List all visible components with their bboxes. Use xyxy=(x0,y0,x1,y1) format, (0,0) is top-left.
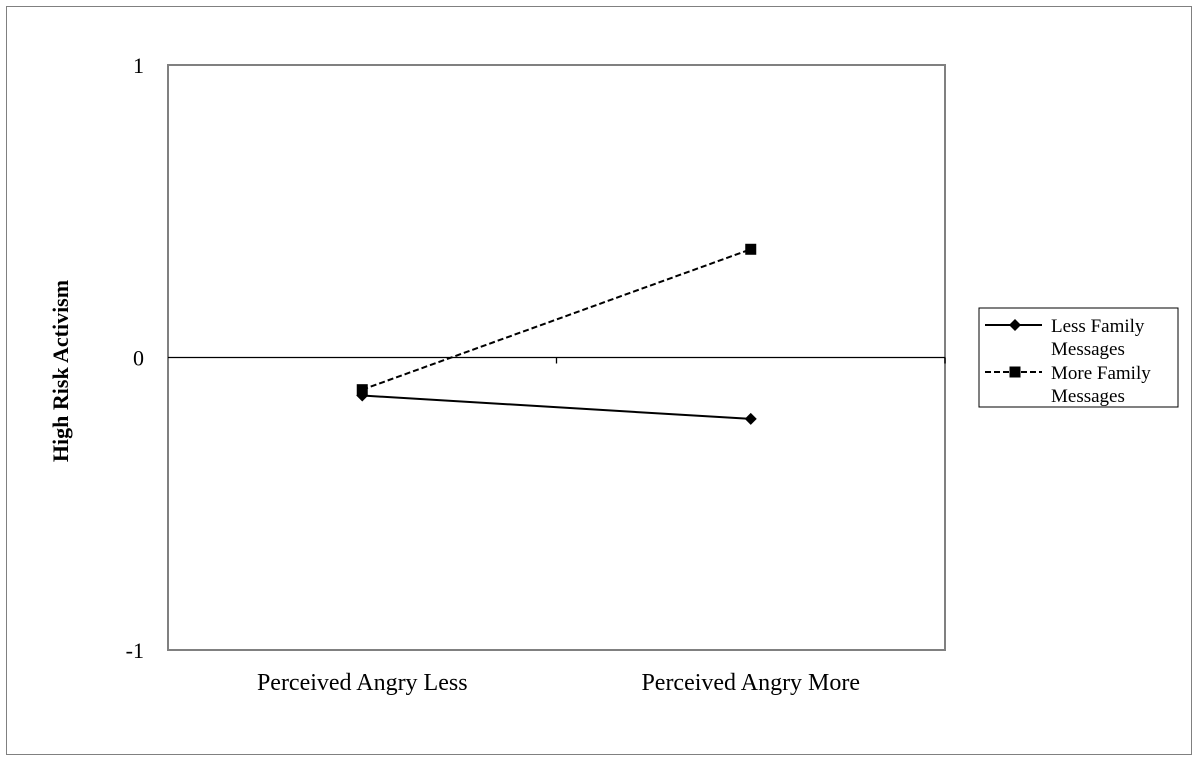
series-line-1 xyxy=(361,248,752,391)
series-line-0 xyxy=(362,394,751,420)
legend-marker-1 xyxy=(1009,366,1021,378)
legend-marker-0 xyxy=(1009,319,1021,331)
legend-label-0: Less Family xyxy=(1051,316,1145,337)
series-0-point-1 xyxy=(744,412,757,425)
zero-axis xyxy=(168,356,946,364)
series-1-point-0 xyxy=(356,384,368,396)
y-tick-label: 1 xyxy=(133,53,144,78)
series-1-point-1 xyxy=(745,243,757,255)
y-axis-title: High Risk Activism xyxy=(48,280,73,462)
legend-label-0: Messages xyxy=(1051,339,1125,360)
y-tick-label: 0 xyxy=(133,346,144,371)
y-tick-labels: 1 0 -1 xyxy=(126,53,144,663)
x-tick-label: Perceived Angry More xyxy=(641,670,860,696)
legend-label-1: Messages xyxy=(1051,386,1125,407)
x-tick-label: Perceived Angry Less xyxy=(257,670,468,696)
y-tick-label: -1 xyxy=(126,638,144,663)
x-tick-labels: Perceived Angry Less Perceived Angry More xyxy=(257,670,860,696)
legend-label-1: More Family xyxy=(1051,363,1151,384)
series-lines xyxy=(356,243,757,425)
